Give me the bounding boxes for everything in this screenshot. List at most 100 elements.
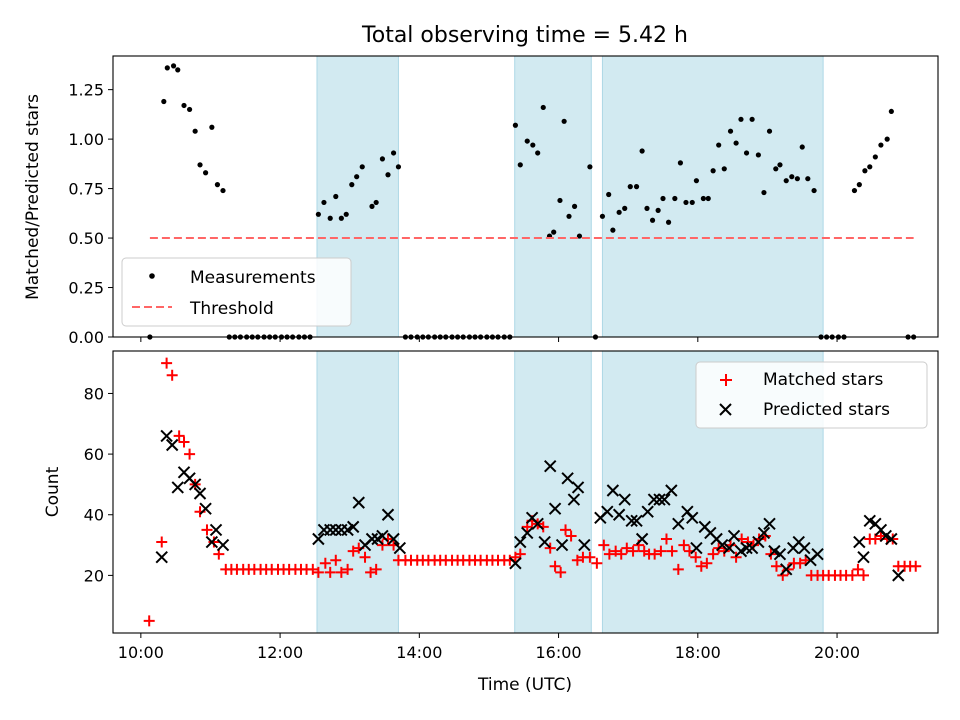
- predicted-point: [216, 538, 230, 552]
- measurement-point: [672, 195, 678, 202]
- predicted-point: [857, 550, 870, 564]
- measurement-point: [170, 63, 177, 69]
- measurement-point: [349, 182, 355, 188]
- matched-point: [603, 548, 615, 560]
- bottom-y-tick-label: 20: [84, 566, 104, 585]
- measurement-point: [888, 108, 894, 115]
- measurement-point: [805, 176, 811, 182]
- matched-point: [166, 369, 178, 381]
- measurement-point: [359, 164, 365, 170]
- bottom-y-axis-label: Count: [43, 466, 63, 517]
- matched-point: [615, 548, 627, 560]
- measurement-point: [743, 150, 750, 156]
- matched-point: [591, 557, 603, 569]
- top-data-marks: [147, 63, 917, 340]
- predicted-point: [641, 505, 654, 518]
- predicted-point: [155, 550, 168, 564]
- matched-point: [627, 545, 639, 557]
- measurement-point: [202, 170, 209, 176]
- measurement-point: [540, 104, 546, 111]
- measurement-point: [851, 187, 858, 194]
- measurement-point: [327, 215, 333, 221]
- predicted-point: [376, 529, 389, 543]
- measurement-point: [315, 211, 321, 217]
- measurement-point: [878, 142, 884, 148]
- measurement-point: [610, 227, 616, 233]
- predicted-point: [160, 429, 173, 443]
- matched-point: [660, 533, 672, 545]
- measurement-point: [710, 168, 716, 174]
- measurement-point: [755, 152, 761, 158]
- matched-point: [312, 566, 324, 578]
- predicted-point: [811, 547, 824, 561]
- top-shaded-intervals: [316, 55, 824, 338]
- measurement-point: [530, 142, 536, 148]
- matched-point: [584, 551, 596, 563]
- measurement-point: [181, 102, 187, 109]
- predicted-point: [892, 569, 905, 582]
- measurement-point: [773, 166, 779, 172]
- measurement-point: [660, 195, 666, 202]
- matched-point: [621, 542, 633, 554]
- predicted-point: [686, 511, 699, 524]
- measurement-point: [192, 128, 198, 134]
- matched-point: [571, 554, 583, 566]
- predicted-point: [757, 526, 771, 540]
- measurement-point: [369, 203, 375, 209]
- measurement-point: [683, 199, 689, 206]
- matched-point: [201, 524, 213, 536]
- predicted-point: [365, 532, 379, 546]
- legend-measurements-marker: [149, 273, 155, 279]
- matched-point: [858, 569, 870, 581]
- matched-point: [678, 539, 690, 551]
- predicted-point: [715, 538, 729, 552]
- matched-point: [649, 548, 661, 560]
- measurement-point: [799, 144, 805, 150]
- top-y-tick-label: 0.75: [68, 180, 104, 199]
- measurement-point: [561, 118, 567, 124]
- top-y-tick-label: 1.25: [68, 81, 104, 100]
- measurement-point: [512, 122, 519, 128]
- predicted-point: [199, 502, 212, 515]
- measurement-point: [557, 197, 563, 204]
- predicted-point: [381, 508, 395, 521]
- predicted-point: [727, 529, 741, 543]
- top-y-tick-label: 0.25: [68, 279, 104, 298]
- matched-point: [143, 615, 155, 627]
- predicted-point: [387, 532, 400, 546]
- measurement-point: [777, 162, 783, 168]
- predicted-point: [548, 502, 562, 515]
- matched-point: [846, 569, 858, 581]
- matched-point: [701, 557, 713, 569]
- predicted-point: [346, 520, 360, 534]
- bottom-y-tick-label: 60: [84, 445, 104, 464]
- measurement-point: [794, 176, 800, 182]
- predicted-point: [209, 523, 223, 537]
- x-tick-label: 20:00: [814, 643, 860, 662]
- measurement-point: [343, 211, 349, 217]
- measurement-point: [385, 172, 391, 178]
- measurement-point: [390, 150, 397, 156]
- predicted-point: [514, 535, 527, 549]
- x-tick-label: 18:00: [675, 643, 721, 662]
- matched-point: [690, 551, 702, 563]
- measurement-point: [789, 174, 795, 180]
- top-legend-box: [121, 257, 352, 327]
- legend-measurements-label: Measurements: [190, 268, 316, 288]
- matched-point: [173, 430, 185, 442]
- measurement-point: [321, 199, 327, 206]
- matched-point: [335, 566, 347, 578]
- matched-point: [707, 548, 719, 560]
- measurement-point: [644, 205, 650, 211]
- matched-point: [560, 524, 572, 536]
- matched-point: [770, 560, 782, 572]
- matched-point: [319, 557, 331, 569]
- predicted-point: [635, 532, 649, 546]
- predicted-point: [606, 484, 620, 497]
- matched-point: [666, 545, 678, 557]
- measurement-point: [677, 160, 684, 166]
- measurement-point: [209, 124, 215, 130]
- measurement-point: [197, 162, 203, 168]
- bottom-legend: Matched stars Predicted stars: [695, 361, 928, 429]
- predicted-point: [625, 514, 638, 528]
